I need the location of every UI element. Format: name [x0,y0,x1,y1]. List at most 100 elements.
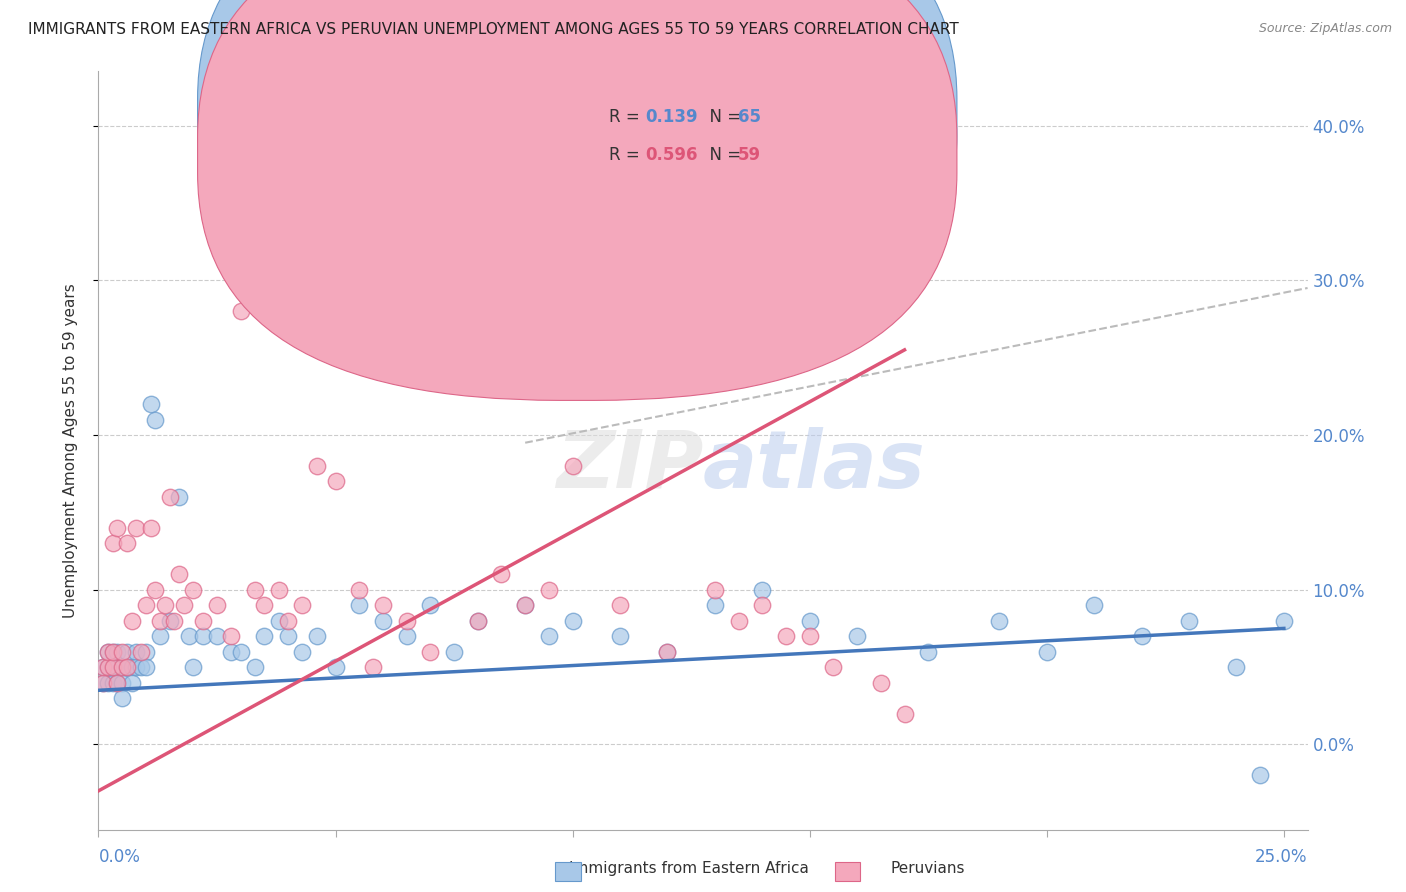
Point [229,645,252,659]
Point [181,582,204,597]
Point [277,614,299,628]
Point [1036,645,1059,659]
Point [101,645,124,659]
Point [159,490,181,504]
Point [277,629,299,643]
Text: 0.139: 0.139 [645,108,697,126]
Point [253,598,276,612]
Point [159,614,181,628]
Point [371,598,394,612]
FancyBboxPatch shape [198,0,957,362]
Point [111,660,134,674]
Point [97,660,120,674]
Point [846,629,869,643]
Point [191,614,214,628]
Point [205,598,228,612]
Point [139,521,162,535]
Point [703,598,725,612]
Point [243,660,266,674]
Point [91,660,114,674]
Point [561,458,583,473]
Point [1225,660,1247,674]
Point [105,645,128,659]
Point [467,614,489,628]
Point [129,660,152,674]
Point [893,706,915,721]
Point [219,645,242,659]
Point [121,614,143,628]
Point [1272,614,1295,628]
Point [97,675,120,690]
Point [97,660,120,674]
Point [143,582,166,597]
Point [325,660,347,674]
Point [515,598,537,612]
Point [681,273,703,287]
Text: R =: R = [609,108,645,126]
FancyBboxPatch shape [540,83,842,186]
Point [163,614,186,628]
Point [419,598,441,612]
Point [347,598,370,612]
Point [395,629,418,643]
Text: Source: ZipAtlas.com: Source: ZipAtlas.com [1258,22,1392,36]
Point [177,629,200,643]
Point [467,614,489,628]
Point [181,660,204,674]
Point [111,645,134,659]
Point [101,645,124,659]
Point [115,660,138,674]
Point [363,660,385,674]
Point [609,629,631,643]
Point [139,397,162,411]
Text: IMMIGRANTS FROM EASTERN AFRICA VS PERUVIAN UNEMPLOYMENT AMONG AGES 55 TO 59 YEAR: IMMIGRANTS FROM EASTERN AFRICA VS PERUVI… [28,22,959,37]
Point [143,412,166,426]
Point [135,660,157,674]
Point [125,660,148,674]
Text: 59: 59 [738,145,761,164]
Point [1083,598,1105,612]
Point [121,675,143,690]
Point [101,536,124,550]
Point [267,614,290,628]
Text: N =: N = [699,108,747,126]
Text: R =: R = [609,145,645,164]
Point [91,675,114,690]
Point [988,614,1011,628]
Point [105,521,128,535]
Point [135,598,157,612]
Point [869,675,891,690]
Point [105,675,128,690]
Point [775,629,797,643]
Point [491,567,513,582]
Point [917,645,939,659]
Point [537,629,560,643]
Point [191,629,214,643]
Point [751,598,773,612]
Text: Immigrants from Eastern Africa: Immigrants from Eastern Africa [569,861,808,876]
Point [1178,614,1201,628]
Point [101,660,124,674]
FancyBboxPatch shape [198,0,957,401]
Point [149,614,172,628]
Point [515,598,537,612]
Point [167,490,190,504]
Point [657,645,679,659]
Text: ZIP: ZIP [555,426,703,505]
Text: 65: 65 [738,108,761,126]
Point [537,582,560,597]
Point [305,629,328,643]
Point [205,629,228,643]
Point [97,645,120,659]
Point [149,629,172,643]
Point [823,660,845,674]
Point [91,675,114,690]
Point [105,675,128,690]
Point [1249,768,1271,782]
Point [101,660,124,674]
Point [91,660,114,674]
Point [129,645,152,659]
Point [173,598,195,612]
Point [305,458,328,473]
Text: N =: N = [699,145,747,164]
